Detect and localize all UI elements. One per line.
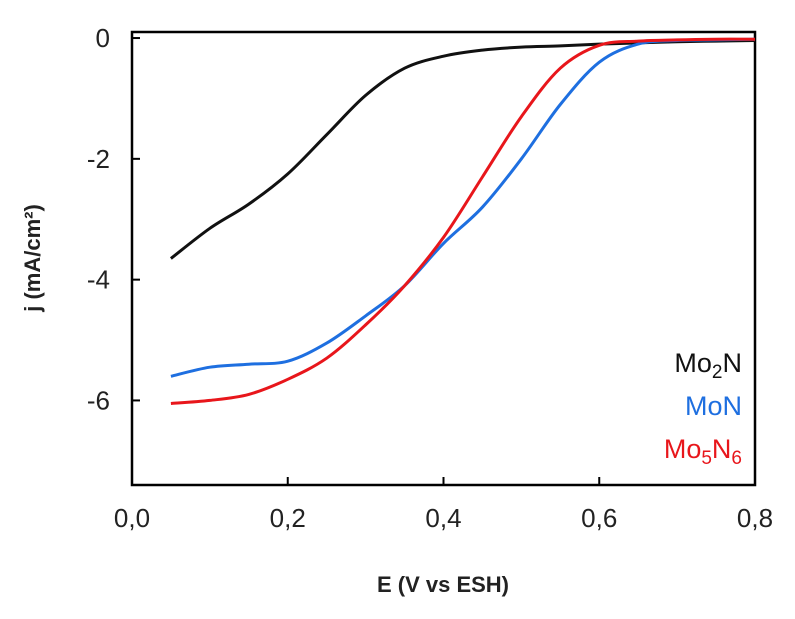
y-tick-labels: 0 -2 -4 -6 <box>87 23 110 415</box>
x-tick-label: 0,2 <box>270 503 306 533</box>
series-line-mo5n6 <box>170 37 756 405</box>
x-tick-labels: 0,0 0,2 0,4 0,6 0,8 <box>114 503 773 533</box>
legend: Mo2N MoN Mo5N6 <box>664 348 742 469</box>
legend-label-mon: MoN <box>685 391 742 421</box>
y-axis-title: j (mA/cm²) <box>20 204 45 313</box>
plot-frame <box>130 30 757 487</box>
y-tick-label: -6 <box>87 385 110 415</box>
x-tick-label: 0,0 <box>114 503 150 533</box>
y-tick-label: 0 <box>96 23 110 53</box>
x-tick-label: 0,4 <box>425 503 461 533</box>
ticks <box>131 37 756 485</box>
y-tick-label: -2 <box>87 144 110 174</box>
y-tick-label: -4 <box>87 265 110 295</box>
series-lines <box>169 37 756 405</box>
x-tick-label: 0,6 <box>581 503 617 533</box>
legend-label-mo5n6: Mo5N6 <box>664 434 742 469</box>
legend-label-mo2n: Mo2N <box>674 348 742 383</box>
x-axis-title: E (V vs ESH) <box>377 572 509 597</box>
x-tick-label: 0,8 <box>737 503 773 533</box>
